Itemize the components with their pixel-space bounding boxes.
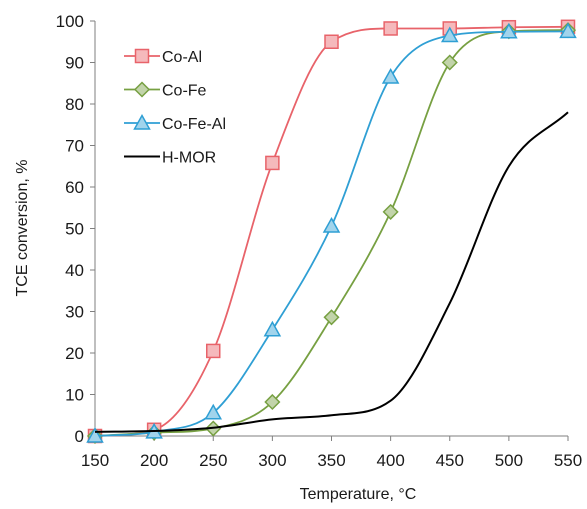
legend-item: Co-Al <box>124 48 202 66</box>
x-tick-label: 150 <box>81 451 109 470</box>
data-point <box>263 320 282 337</box>
x-axis-title: Temperature, °C <box>300 486 417 503</box>
series-line <box>94 111 569 433</box>
y-tick-label: 100 <box>56 12 84 31</box>
y-tick-label: 40 <box>65 261 84 280</box>
x-tick-label: 300 <box>258 451 286 470</box>
data-point <box>206 343 221 359</box>
data-point <box>500 22 518 39</box>
y-tick-label: 60 <box>65 178 84 197</box>
legend-label: Co-Al <box>162 49 202 66</box>
data-point <box>382 203 399 220</box>
data-point <box>383 21 398 36</box>
x-tick-label: 250 <box>199 451 227 470</box>
legend-label: Co-Fe <box>162 83 207 100</box>
data-point <box>204 403 223 420</box>
legend: Co-Al Co-Fe Co-Fe-Al H-MOR <box>124 48 226 167</box>
y-tick-label: 80 <box>65 95 84 114</box>
series-co-fe-al <box>86 22 577 443</box>
y-tick-label: 10 <box>65 386 84 405</box>
data-point <box>264 393 281 411</box>
data-point <box>86 426 104 443</box>
x-tick-label: 500 <box>495 451 523 470</box>
legend-swatch-marker <box>134 48 150 64</box>
data-point <box>381 67 400 84</box>
axes: 0 10 20 30 40 50 60 70 80 90 100 150 200 250 300 350 400… <box>56 12 583 470</box>
series-h-mor <box>94 111 569 433</box>
y-axis-title: TCE conversion, % <box>14 160 31 297</box>
series-line <box>94 25 569 437</box>
y-tick-label: 20 <box>65 344 84 363</box>
legend-label: H-MOR <box>162 150 216 167</box>
legend-item: Co-Fe <box>124 81 207 100</box>
data-point <box>324 34 339 49</box>
legend-swatch-marker <box>133 113 151 130</box>
series-line <box>94 29 569 437</box>
x-tick-label: 400 <box>376 451 404 470</box>
x-tick-label: 350 <box>317 451 345 470</box>
y-tick-label: 90 <box>65 54 84 73</box>
legend-item: Co-Fe-Al <box>124 113 226 133</box>
legend-swatch-marker <box>133 81 151 98</box>
x-tick-label: 550 <box>554 451 582 470</box>
y-tick-label: 70 <box>65 137 84 156</box>
series-layer <box>86 19 577 445</box>
data-point <box>440 26 459 43</box>
legend-label: Co-Fe-Al <box>162 116 226 133</box>
x-tick-label: 200 <box>140 451 168 470</box>
y-tick-label: 50 <box>65 220 84 239</box>
data-point <box>322 216 341 233</box>
data-point <box>323 309 340 326</box>
y-tick-label: 0 <box>75 427 84 446</box>
data-point <box>441 54 458 71</box>
x-tick-label: 450 <box>436 451 464 470</box>
data-point <box>559 22 577 39</box>
legend-item: H-MOR <box>124 150 216 167</box>
data-point <box>265 155 280 171</box>
y-tick-label: 30 <box>65 303 84 322</box>
